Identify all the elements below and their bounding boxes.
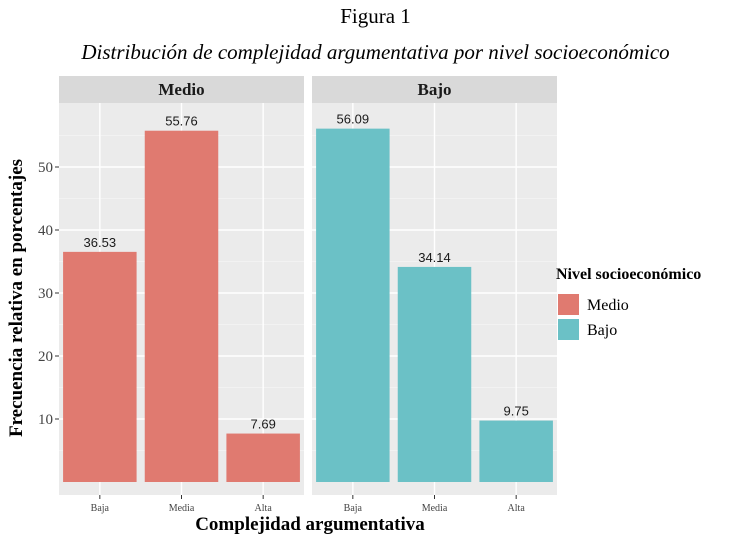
figure-caption: Distribución de complejidad argumentativ… — [81, 40, 670, 64]
bar-value-label: 56.09 — [337, 112, 370, 127]
bar-value-label: 34.14 — [418, 250, 451, 265]
x-tick-label: Alta — [508, 503, 526, 514]
legend-label-medio: Medio — [587, 297, 629, 314]
bar-bajo-media — [397, 266, 472, 482]
legend: Nivel socioeconómico Medio Bajo — [556, 266, 701, 340]
bar-value-label: 9.75 — [504, 404, 529, 419]
facet-strip-label: Medio — [158, 80, 204, 99]
x-tick-label: Alta — [255, 503, 273, 514]
y-tick-label: 10 — [38, 412, 53, 428]
figure-label: Figura 1 — [340, 4, 411, 28]
y-tick-label: 30 — [38, 286, 53, 302]
y-tick-label: 40 — [38, 223, 53, 239]
bar-medio-baja — [63, 251, 137, 482]
facet-strip-label: Bajo — [418, 80, 452, 99]
legend-swatch-medio — [558, 294, 579, 315]
legend-swatch-bajo — [558, 319, 579, 340]
facet-strip — [312, 76, 557, 103]
legend-title: Nivel socioeconómico — [556, 266, 701, 283]
bar-value-label: 55.76 — [165, 114, 198, 129]
x-axis-title: Complejidad argumentativa — [195, 514, 425, 535]
bar-medio-alta — [226, 433, 300, 482]
y-tick-label: 20 — [38, 349, 53, 365]
bar-bajo-baja — [316, 128, 390, 482]
legend-label-bajo: Bajo — [587, 322, 617, 339]
bar-value-label: 36.53 — [84, 235, 117, 250]
y-tick-label: 50 — [38, 160, 53, 176]
facet-strip — [59, 76, 304, 103]
panel-bajo: Bajo 56.09 Baja 34.14 Media 9.75 Alta — [312, 76, 557, 514]
x-tick-label: Media — [169, 503, 195, 514]
panel-medio: Medio 36.53 Baja 55.76 Media 7.69 Alta — [59, 76, 304, 514]
bar-bajo-alta — [479, 420, 553, 482]
y-axis-title: Frecuencia relativa en porcentajes — [6, 159, 27, 437]
x-tick-label: Media — [422, 503, 448, 514]
bar-medio-media — [144, 130, 219, 482]
bar-value-label: 7.69 — [251, 417, 276, 432]
x-tick-label: Baja — [344, 503, 363, 514]
x-tick-label: Baja — [91, 503, 110, 514]
